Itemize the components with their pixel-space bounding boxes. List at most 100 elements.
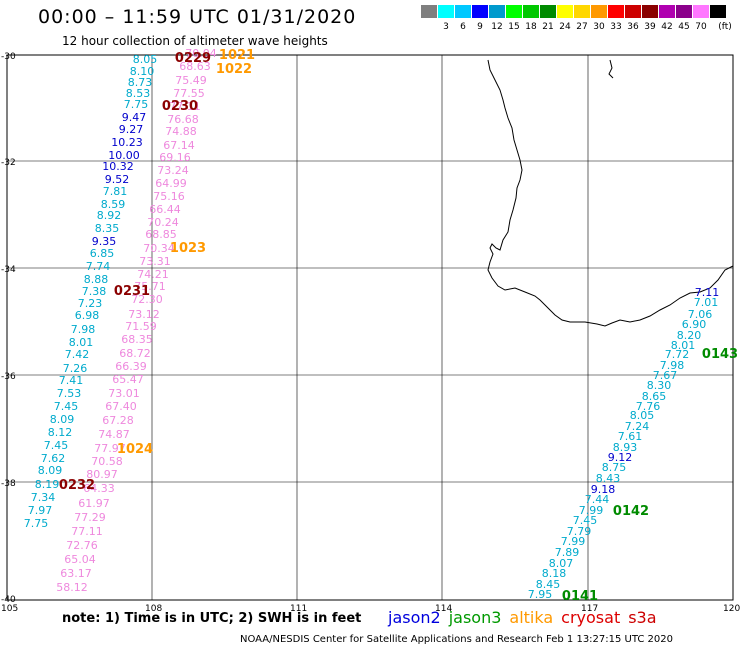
wave-height-value: 8.09 [38, 464, 63, 477]
wave-height-value: 7.98 [660, 359, 685, 372]
lon-label-111: 111 [290, 604, 307, 614]
wave-height-value: 6.85 [90, 247, 115, 260]
wave-height-value: 73.24 [157, 164, 189, 177]
wave-height-value: 7.74 [86, 260, 111, 273]
wave-height-value: 7.99 [561, 535, 586, 548]
wave-height-value: 8.45 [536, 578, 561, 591]
scale-label: 27 [576, 22, 588, 32]
scale-label: 15 [508, 22, 520, 32]
wave-height-value: 8.10 [130, 65, 155, 78]
lon-label-117: 117 [581, 604, 598, 614]
wave-height-value: 77.29 [74, 511, 106, 524]
wave-height-value: 65.04 [64, 553, 96, 566]
legend-jason2: jason2 [388, 608, 441, 627]
wave-height-value: 66.39 [115, 360, 147, 373]
wave-height-value: 67.28 [102, 414, 134, 427]
wave-height-value: 77.11 [169, 100, 201, 113]
wave-height-value: 8.18 [542, 567, 567, 580]
wave-height-value: 7.23 [78, 297, 103, 310]
wave-height-value: 75.49 [175, 74, 207, 87]
scale-swatch [693, 5, 709, 18]
wave-height-value: 10.23 [111, 136, 143, 149]
wave-height-value: 63.17 [60, 567, 92, 580]
wave-height-value: 7.42 [65, 348, 90, 361]
wave-height-value: 8.59 [101, 198, 126, 211]
scale-swatch [642, 5, 658, 18]
wave-height-value: 7.62 [41, 452, 66, 465]
pass-time-label: 1024 [117, 442, 153, 457]
wave-height-value: 8.88 [84, 273, 109, 286]
map-title: 00:00 – 11:59 UTC 01/31/2020 [38, 6, 357, 28]
scale-swatch [557, 5, 573, 18]
wave-height-value: 64.99 [155, 177, 187, 190]
lon-label-120: 120 [723, 604, 740, 614]
wave-height-value: 7.26 [63, 362, 88, 375]
wave-height-value: 7.61 [618, 430, 643, 443]
wave-height-value: 8.01 [671, 339, 696, 352]
wave-height-value: 8.07 [549, 557, 574, 570]
wave-height-value: 74.87 [98, 428, 130, 441]
scale-label: 33 [610, 22, 622, 32]
wave-height-value: 76.68 [167, 113, 199, 126]
scale-unit: (ft) [718, 22, 732, 32]
wave-height-value: 10.00 [108, 149, 140, 162]
legend-jason3: jason3 [448, 608, 502, 627]
scale-label: 45 [678, 22, 690, 32]
wave-height-value: 8.09 [50, 413, 75, 426]
gridlines [7, 55, 733, 600]
scale-label: 30 [593, 22, 605, 32]
wave-height-value: 68.35 [121, 333, 153, 346]
scale-swatch [523, 5, 539, 18]
pass-time-label: 0231 [114, 284, 150, 299]
pass-time-label: 0142 [613, 504, 649, 519]
wave-height-value: 9.18 [591, 483, 616, 496]
wave-height-value: 74.21 [137, 268, 169, 281]
wave-height-value: 8.05 [630, 409, 655, 422]
wave-height-value: 10.32 [102, 160, 134, 173]
wave-height-value: 7.34 [31, 491, 56, 504]
wave-height-observations: 8.058.108.738.537.759.479.2710.2310.0010… [24, 47, 720, 601]
wave-height-value: 7.72 [665, 348, 690, 361]
wave-height-value: 8.19 [35, 478, 60, 491]
scale-label: 18 [525, 22, 537, 32]
pass-time-label: 0232 [59, 478, 95, 493]
wave-height-value: 75.16 [153, 190, 185, 203]
scale-swatch [608, 5, 624, 18]
scale-label: 3 [443, 22, 449, 32]
pass-time-label: 0141 [562, 589, 598, 604]
scale-label: 39 [644, 22, 656, 32]
wave-height-value: 74.88 [165, 125, 197, 138]
wave-height-value: 6.98 [75, 309, 100, 322]
scale-swatch [472, 5, 488, 18]
wave-height-value: 7.01 [694, 296, 719, 309]
scale-label: 70 [695, 22, 707, 32]
wave-height-value: 72.30 [131, 293, 163, 306]
wave-height-value: 8.12 [48, 426, 73, 439]
lat-label-30: -30 [1, 52, 16, 62]
pass-time-label: 1022 [216, 62, 252, 77]
wave-height-value: 73.31 [139, 255, 171, 268]
wave-height-value: 8.30 [647, 379, 672, 392]
wave-height-value: 7.45 [44, 439, 69, 452]
satellite-legend: jason2 jason3 altika cryosat s3a [388, 608, 665, 627]
wave-height-value: 7.38 [82, 285, 107, 298]
lat-label-40: -40 [1, 595, 16, 605]
wave-height-value: 8.75 [602, 461, 627, 474]
wave-height-value: 70.58 [91, 455, 123, 468]
scale-label: 42 [661, 22, 673, 32]
wave-height-value: 9.52 [105, 173, 130, 186]
wave-height-value: 61.97 [78, 497, 110, 510]
wave-height-value: 68.72 [119, 347, 151, 360]
wave-height-value: 69.16 [159, 151, 191, 164]
wave-height-value: 7.45 [54, 400, 79, 413]
wave-height-value: 8.92 [97, 209, 122, 222]
scale-swatch [506, 5, 522, 18]
wave-height-value: 71.59 [125, 320, 157, 333]
map-note: note: 1) Time is in UTC; 2) SWH is in fe… [62, 611, 362, 626]
map-footer: NOAA/NESDIS Center for Satellite Applica… [240, 634, 673, 645]
wave-height-value: 9.27 [119, 123, 144, 136]
scale-swatch [574, 5, 590, 18]
wave-height-value: 67.14 [163, 139, 195, 152]
pass-time-label: 0229 [175, 51, 211, 66]
